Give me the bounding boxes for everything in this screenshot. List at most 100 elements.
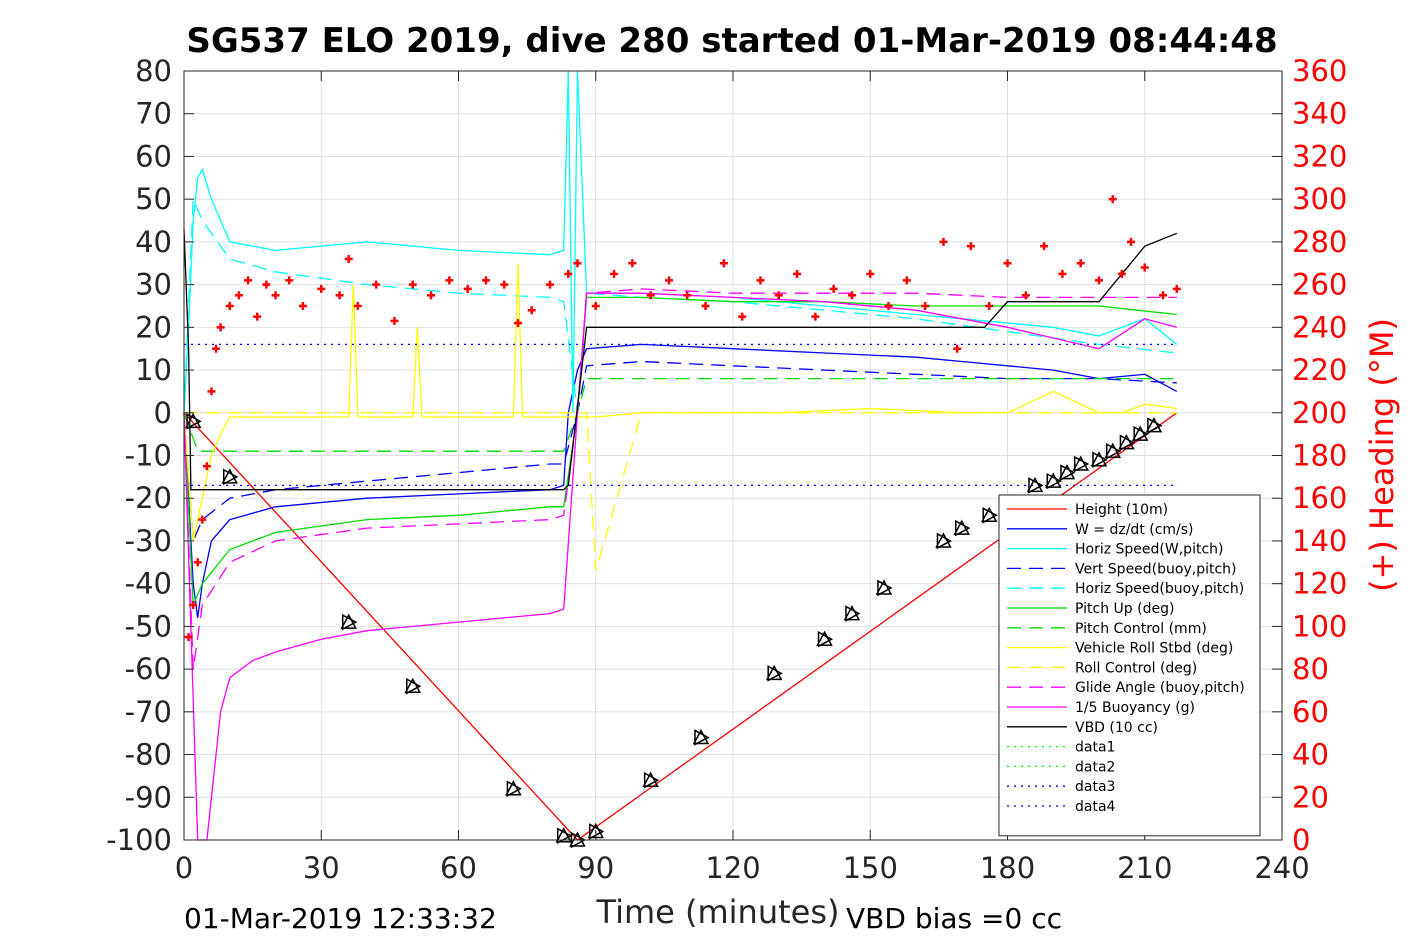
x-tick-label: 210 (1117, 851, 1172, 885)
legend-label: 1/5 Buoyancy (g) (1075, 700, 1195, 716)
heading-marker (738, 312, 747, 321)
series-line (183, 229, 1178, 491)
legend-entry: Glide Angle (buoy,pitch) (1007, 680, 1245, 696)
x-tick-label: 120 (705, 851, 760, 885)
series-line (183, 377, 1177, 452)
legend: Height (10m) W = dz/dt (cm/s) Horiz Speed(… (998, 494, 1261, 837)
y-right-tick-label: 180 (1292, 439, 1347, 473)
chart-title: SG537 ELO 2019, dive 280 started 01-Mar-… (186, 21, 1277, 61)
heading-marker (591, 301, 600, 310)
heading-marker (527, 306, 536, 315)
heading-marker (1095, 276, 1103, 285)
legend-entry: Vehicle Roll Stbd (deg) (1007, 641, 1233, 657)
heading-marker (285, 276, 294, 285)
y-tick-label: -30 (125, 524, 172, 558)
x-tick-label: 60 (440, 851, 477, 885)
heading-marker (1076, 259, 1085, 268)
series-line (183, 263, 1177, 542)
heading-marker (921, 301, 930, 310)
heading-marker (234, 291, 243, 300)
heading-marker (372, 280, 381, 289)
heading-marker (756, 276, 765, 285)
triangle-marker (642, 771, 660, 789)
triangle-marker (1026, 476, 1044, 494)
y-right-tick-label: 40 (1292, 738, 1329, 772)
legend-label: VBD (10 cc) (1075, 720, 1158, 736)
legend-label: Pitch Control (mm) (1075, 621, 1207, 637)
heading-marker (253, 312, 262, 321)
legend-entry: Pitch Control (mm) (1007, 621, 1207, 637)
y-tick-label: 50 (135, 182, 172, 216)
heading-marker (198, 515, 207, 524)
heading-marker (646, 291, 655, 300)
heading-marker (966, 242, 975, 251)
legend-label: Horiz Speed(W,pitch) (1075, 542, 1223, 558)
triangle-marker (816, 630, 834, 648)
series-line (183, 292, 1177, 841)
heading-marker (184, 633, 193, 642)
legend-entry: 1/5 Buoyancy (g) (1007, 700, 1195, 716)
heading-marker (193, 558, 202, 567)
y-tick-label: -20 (125, 481, 172, 515)
legend-entry: VBD (10 cc) (1007, 720, 1158, 736)
heading-marker (207, 387, 216, 396)
y-tick-label: -90 (125, 780, 172, 814)
heading-marker (463, 284, 472, 293)
legend-label: Pitch Up (deg) (1075, 601, 1174, 617)
heading-marker (244, 276, 253, 285)
y-tick-label: -10 (125, 439, 172, 473)
y-right-tick-label: 0 (1292, 823, 1310, 857)
y-right-tick-label: 300 (1292, 182, 1347, 216)
triangle-marker (875, 579, 893, 597)
heading-marker (939, 237, 948, 246)
heading-marker (1003, 259, 1012, 268)
heading-marker (793, 269, 802, 278)
heading-marker (335, 291, 344, 300)
triangle-marker (505, 780, 522, 797)
heading-marker (1108, 195, 1117, 204)
heading-marker (500, 280, 509, 289)
y-tick-label: 70 (135, 97, 172, 131)
heading-marker (1127, 237, 1136, 246)
heading-marker (664, 276, 673, 285)
heading-marker (445, 276, 454, 285)
triangle-marker (765, 664, 783, 682)
legend-box (998, 494, 1261, 837)
heading-marker (481, 276, 490, 285)
triangle-marker (1090, 451, 1108, 469)
triangle-marker (953, 519, 971, 537)
legend-label: Horiz Speed(buoy,pitch) (1075, 581, 1244, 597)
heading-marker (1040, 242, 1049, 251)
heading-marker (1159, 291, 1168, 300)
legend-label: data1 (1075, 740, 1115, 756)
legend-entry: Roll Control (deg) (1007, 660, 1197, 676)
series-line (183, 343, 1178, 618)
y-tick-label: -100 (106, 823, 172, 857)
heading-marker (546, 280, 554, 289)
heading-marker (884, 301, 893, 310)
triangle-marker (692, 728, 710, 746)
heading-marker (811, 312, 820, 321)
heading-marker (271, 291, 280, 300)
footer-timestamp: 01-Mar-2019 12:33:32 (184, 902, 497, 935)
x-tick-label: 30 (303, 851, 340, 885)
heading-marker (1117, 269, 1126, 278)
triangle-marker (555, 827, 573, 844)
y-tick-label: -40 (125, 567, 172, 601)
legend-label: Vert Speed(buoy,pitch) (1075, 561, 1237, 577)
y-tick-label: 80 (135, 54, 172, 88)
y-right-tick-label: 160 (1292, 481, 1347, 515)
heading-marker (427, 291, 436, 300)
y-right-tick-label: 200 (1292, 396, 1347, 430)
y-tick-label: 40 (135, 225, 172, 259)
legend-entry: data4 (1007, 799, 1116, 815)
heading-marker (225, 301, 234, 310)
y-right-tick-label: 100 (1292, 609, 1347, 643)
y-tick-label: -70 (125, 695, 172, 729)
right-axis-label: (+) Heading (°M) (1363, 318, 1401, 592)
y-right-tick-label: 20 (1292, 780, 1329, 814)
legend-entry: Vert Speed(buoy,pitch) (1007, 561, 1237, 577)
triangle-marker (1072, 455, 1090, 473)
heading-marker (1021, 291, 1030, 300)
heading-markers (184, 195, 1181, 642)
